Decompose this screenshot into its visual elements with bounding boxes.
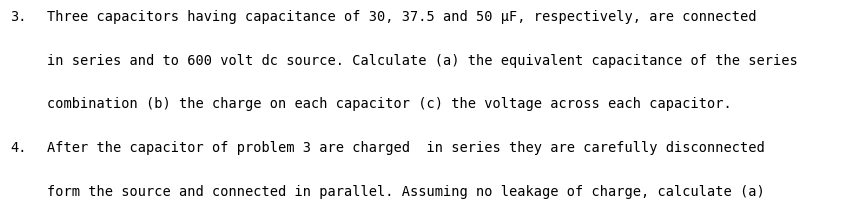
Text: 4.: 4.: [10, 141, 27, 155]
Text: form the source and connected in parallel. Assuming no leakage of charge, calcul: form the source and connected in paralle…: [47, 185, 764, 199]
Text: in series and to 600 volt dc source. Calculate (a) the equivalent capacitance of: in series and to 600 volt dc source. Cal…: [47, 54, 797, 68]
Text: Three capacitors having capacitance of 30, 37.5 and 50 μF, respectively, are con: Three capacitors having capacitance of 3…: [47, 10, 756, 24]
Text: After the capacitor of problem 3 are charged  in series they are carefully disco: After the capacitor of problem 3 are cha…: [47, 141, 764, 155]
Text: 3.: 3.: [10, 10, 27, 24]
Text: combination (b) the charge on each capacitor (c) the voltage across each capacit: combination (b) the charge on each capac…: [47, 97, 731, 112]
